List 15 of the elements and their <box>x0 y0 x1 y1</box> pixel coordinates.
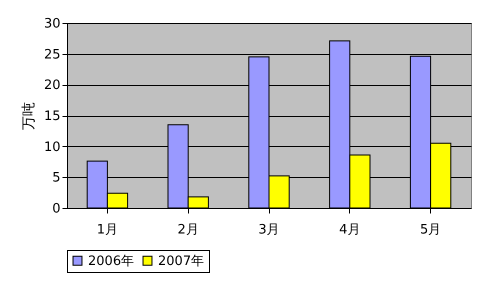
y-axis-title: 万吨 <box>20 102 37 130</box>
y-tick-label: 25 <box>44 47 60 62</box>
y-tick-label: 10 <box>44 140 60 155</box>
legend-label: 2007年 <box>158 254 204 269</box>
y-tick-label: 15 <box>44 109 60 124</box>
x-tick-label: 2月 <box>178 222 199 238</box>
legend-label: 2006年 <box>88 254 134 269</box>
x-tick-label: 5月 <box>420 222 442 238</box>
y-tick-label: 30 <box>44 16 60 32</box>
x-tick-label: 4月 <box>339 222 360 238</box>
x-tick-label: 1月 <box>96 222 118 238</box>
y-tick-label: 20 <box>44 78 60 94</box>
y-tick-label: 0 <box>52 202 60 216</box>
y-tick-label: 5 <box>52 170 60 186</box>
x-tick-label: 3月 <box>258 222 280 238</box>
